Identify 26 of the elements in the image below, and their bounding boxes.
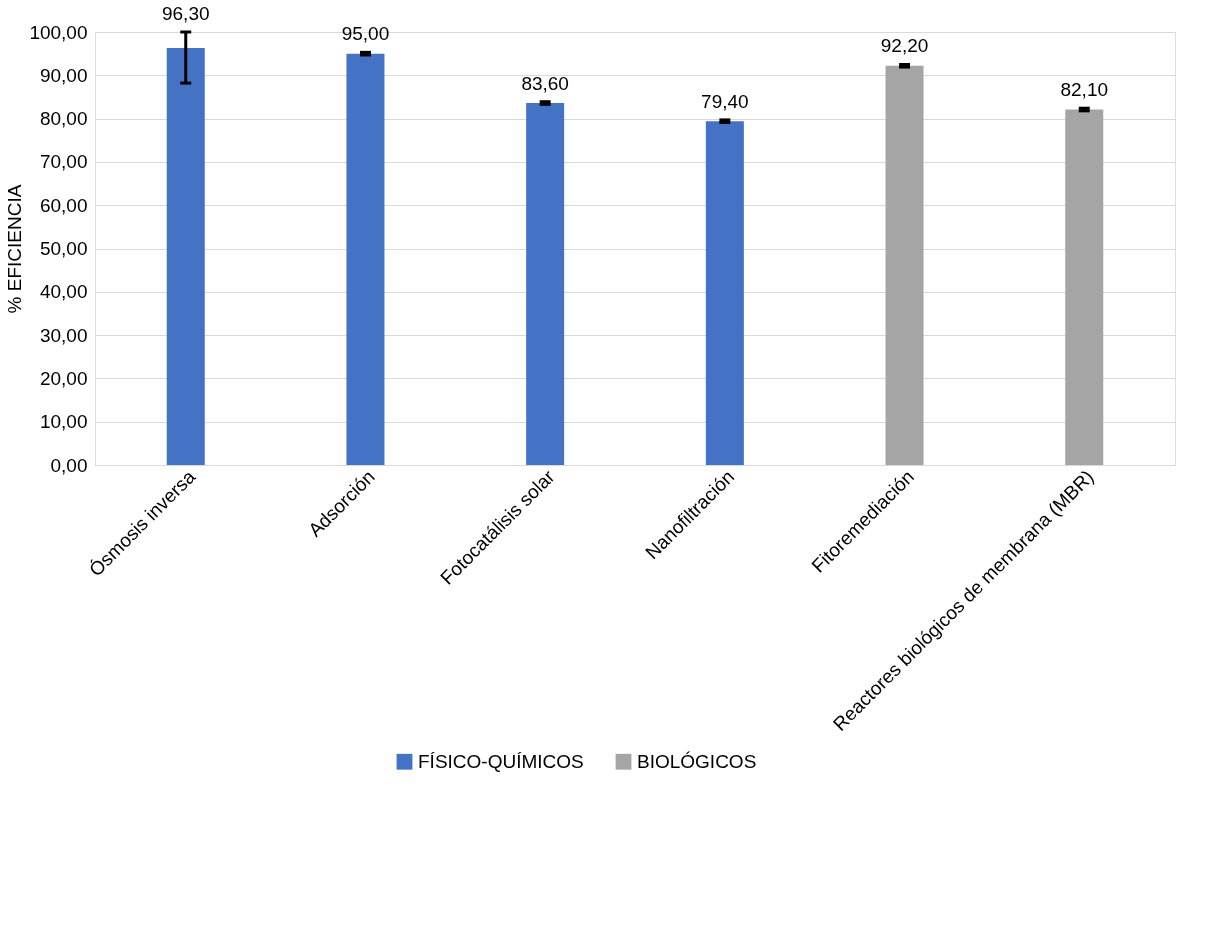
y-tick-label: 70,00 [39, 151, 88, 173]
y-axis-title: % EFICIENCIA [4, 184, 26, 314]
y-tick-label: 80,00 [39, 108, 88, 130]
y-tick-label: 0,00 [50, 454, 88, 476]
y-tick-label: 50,00 [39, 238, 88, 259]
legend-label: BIOLÓGICOS [637, 750, 757, 772]
y-tick-label: 60,00 [39, 194, 88, 216]
bar [885, 65, 924, 465]
data-label: 95,00 [341, 23, 390, 45]
y-tick-label: 90,00 [39, 64, 88, 86]
y-tick-label: 30,00 [39, 324, 88, 346]
bar [166, 48, 205, 465]
data-label: 83,60 [521, 72, 569, 94]
y-tick-label: 20,00 [39, 367, 88, 389]
bar [1065, 109, 1104, 465]
data-label: 82,10 [1060, 79, 1109, 101]
data-label: 79,40 [701, 90, 749, 112]
y-tick-label: 10,00 [39, 411, 88, 433]
y-tick-label: 40,00 [39, 281, 88, 303]
bar [346, 53, 385, 465]
data-label: 92,20 [880, 35, 929, 57]
y-tick-label: 100,00 [29, 21, 88, 43]
legend-label: FÍSICO-QUÍMICOS [418, 750, 584, 772]
data-label: 96,30 [161, 3, 210, 24]
bar [526, 103, 565, 465]
bar [705, 121, 744, 465]
